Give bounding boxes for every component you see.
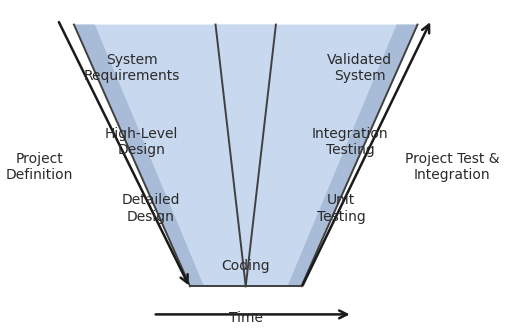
Polygon shape bbox=[287, 25, 418, 286]
Text: Project
Definition: Project Definition bbox=[6, 152, 73, 182]
Text: Validated
System: Validated System bbox=[327, 52, 392, 83]
Text: Coding: Coding bbox=[221, 260, 270, 273]
Polygon shape bbox=[216, 25, 418, 286]
Text: System
Requirements: System Requirements bbox=[84, 52, 180, 83]
Text: Unit
Testing: Unit Testing bbox=[317, 193, 365, 223]
Text: Project Test &
Integration: Project Test & Integration bbox=[405, 152, 499, 182]
Text: Time: Time bbox=[229, 311, 263, 325]
Text: Integration
Testing: Integration Testing bbox=[312, 127, 388, 157]
Polygon shape bbox=[74, 25, 276, 286]
Text: Detailed
Design: Detailed Design bbox=[121, 193, 180, 223]
Polygon shape bbox=[74, 25, 204, 286]
Text: High-Level
Design: High-Level Design bbox=[105, 127, 178, 157]
